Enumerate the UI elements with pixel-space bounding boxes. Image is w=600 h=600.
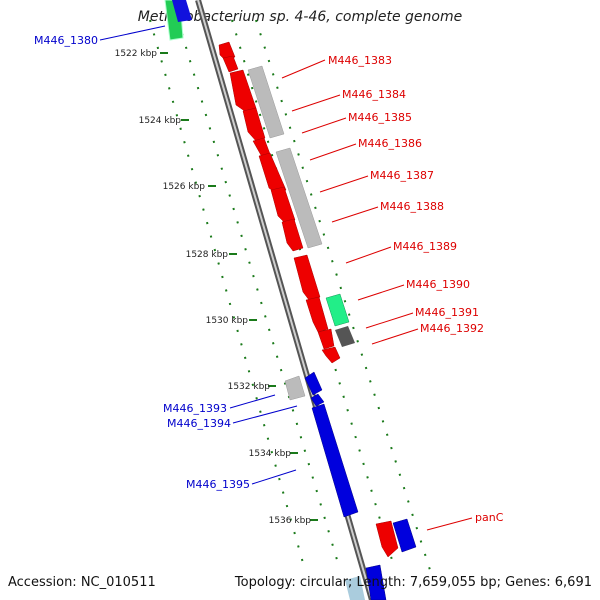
guide-line-inner-left [177,19,341,571]
gene-label: M446_1392 [420,322,484,335]
gene-gray-1 [247,65,285,139]
gene-label: M446_1383 [328,54,392,67]
scale-label: 1534 kbp [249,449,292,459]
gene-M446_1390-green [325,293,350,327]
accession-text: Accession: NC_010511 [8,575,156,590]
gene-label: M446_1380 [34,34,98,47]
gene-label: M446_1384 [342,88,406,101]
scale-label: 1536 kbp [269,516,312,526]
scale-label: 1526 kbp [163,182,206,192]
gene-M446_1393 [304,371,323,396]
guide-line-outer-left [149,19,306,571]
gene-M446_1392 [321,346,341,364]
scale-label: 1522 kbp [115,49,158,59]
scale-labels: 1522 kbp 1524 kbp 1526 kbp 1528 kbp 1530… [115,49,312,526]
gray-genes [247,65,323,249]
gene-label: M446_1387 [370,169,434,182]
gene-label: M446_1388 [380,200,444,213]
gene-label: M446_1389 [393,240,457,253]
gene-label: M446_1385 [348,111,412,124]
scale-label: 1528 kbp [186,250,229,260]
gene-M446_1391 [317,328,335,350]
gene-labels-right: M446_1383 M446_1384 M446_1385 M446_1386 … [328,54,504,524]
leader-lines [99,25,473,531]
gene-label: panC [475,511,504,524]
scale-label: 1532 kbp [228,382,271,392]
reverse-genes [304,371,417,600]
gene-gray-2 [275,147,323,249]
gene-labels-left: M446_1380 M446_1393 M446_1394 M446_1395 [34,34,250,491]
gene-label: M446_1393 [163,402,227,415]
gene-top-blue [172,0,192,22]
gene-M446_1391-dark [335,326,355,347]
gene-panC [375,520,399,558]
gene-label: M446_1395 [186,478,250,491]
gene-panC-blue [392,518,417,553]
scale-ticks [160,52,318,521]
gene-M446_1383-b [222,55,239,73]
gene-bottom-blue [365,564,387,600]
guide-lines [149,19,431,571]
gene-label: M446_1386 [358,137,422,150]
gene-M446_1389 [293,254,321,301]
gene-M446_1394 [310,393,325,407]
gene-label: M446_1390 [406,278,470,291]
genome-title: Methylobacterium sp. 4-46, complete geno… [137,9,463,25]
gene-M446_1388 [281,218,304,252]
genome-summary-text: Topology: circular; Length: 7,659,055 bp… [234,575,592,590]
gene-M446_1390 [305,296,329,333]
gene-gray-left [284,375,306,401]
gene-label: M446_1394 [167,417,231,430]
gene-bottom-gray [345,576,365,600]
scale-label: 1524 kbp [139,116,182,126]
gene-M446_1395 [311,403,359,518]
gene-label: M446_1391 [415,306,479,319]
forward-genes [218,41,399,558]
scale-label: 1530 kbp [206,316,249,326]
